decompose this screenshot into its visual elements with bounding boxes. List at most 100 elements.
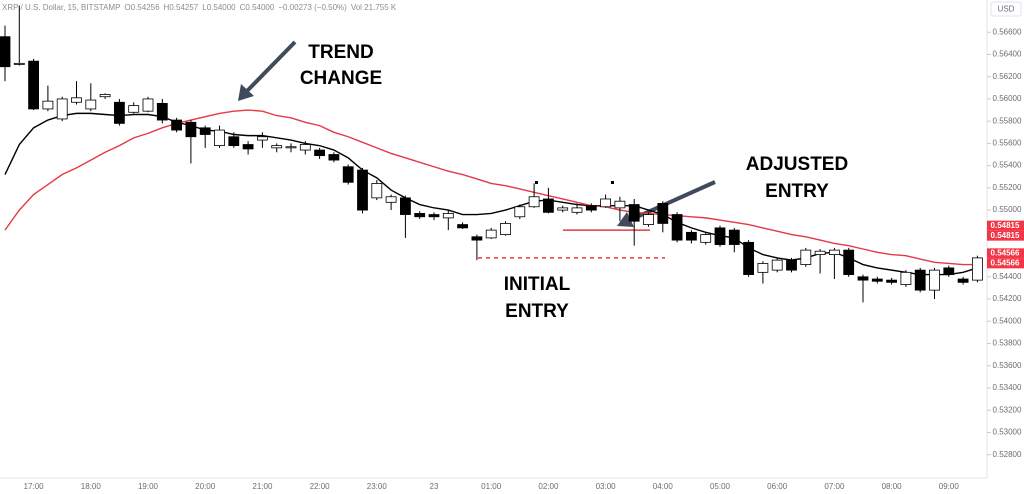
trend-change-note: TREND CHANGE xyxy=(238,40,382,101)
candle-body xyxy=(99,94,111,98)
note-text: TREND xyxy=(308,42,373,63)
y-tick-label: 0.56000 xyxy=(993,94,1022,103)
candle-body xyxy=(371,183,383,199)
candle-body xyxy=(228,136,240,147)
note-text: INITIAL xyxy=(504,274,571,295)
candle-body xyxy=(56,98,68,120)
adjusted-entry-note: ADJUSTED ENTRY xyxy=(617,154,848,227)
x-tick-label: 17:00 xyxy=(24,482,45,491)
candle-body xyxy=(543,198,554,213)
price-label: 0.54815 xyxy=(991,221,1020,230)
candle-body xyxy=(385,196,397,203)
candle-body xyxy=(171,119,183,131)
price-label-box xyxy=(987,258,1024,269)
candle-body xyxy=(199,127,211,135)
candle-body xyxy=(786,259,797,271)
price-label: 0.54566 xyxy=(991,258,1020,267)
candle-body xyxy=(714,227,726,245)
x-tick-label: 02:00 xyxy=(538,482,559,491)
x-tick-label: 05:00 xyxy=(710,482,731,491)
y-tick-label: 0.56200 xyxy=(993,72,1022,81)
candle-body xyxy=(800,249,812,265)
candle-body xyxy=(571,207,583,213)
note-text: CHANGE xyxy=(300,68,382,89)
y-tick-label: 0.53000 xyxy=(993,428,1022,437)
header-item: H0.54257 xyxy=(163,3,199,12)
candle-body xyxy=(957,278,969,283)
candle-body xyxy=(643,214,654,225)
candle-body xyxy=(485,229,497,239)
x-tick-label: 23 xyxy=(430,482,439,491)
candle-body xyxy=(686,231,697,241)
price-label: 0.54815 xyxy=(991,231,1020,240)
candle-body xyxy=(628,204,640,222)
candle-body xyxy=(514,206,526,218)
y-tick-label: 0.54400 xyxy=(993,272,1022,281)
candle-body xyxy=(757,263,769,273)
y-tick-label: 0.55200 xyxy=(993,183,1022,192)
arrow-head xyxy=(617,212,634,227)
candle-body xyxy=(900,271,912,285)
arrow-head xyxy=(238,84,254,101)
y-tick-label: 0.52800 xyxy=(993,450,1022,459)
y-tick-label: 0.56600 xyxy=(993,27,1022,36)
candle-body xyxy=(442,213,454,219)
candle-body xyxy=(771,259,783,271)
header-item: XRP / U.S. Dollar, 15, BITSTAMP xyxy=(2,3,121,12)
candle-body xyxy=(114,101,125,124)
candle-body xyxy=(528,196,540,208)
candle-body xyxy=(28,60,40,110)
candle-body xyxy=(471,236,483,241)
y-tick-label: 0.55400 xyxy=(993,161,1022,170)
x-tick-label: 18:00 xyxy=(81,482,102,491)
candle-body xyxy=(299,144,311,151)
y-tick-label: 0.55800 xyxy=(993,116,1022,125)
candle-body xyxy=(972,257,983,281)
y-tick-label: 0.54000 xyxy=(993,316,1022,325)
header-item: Vol 21.755 K xyxy=(350,3,397,12)
candle-body xyxy=(256,136,268,141)
x-tick-label: 03:00 xyxy=(596,482,617,491)
candle-body xyxy=(743,241,754,275)
price-label-box xyxy=(987,248,1024,259)
candle-body xyxy=(843,249,855,275)
y-tick-label: 0.53800 xyxy=(993,339,1022,348)
arrow xyxy=(245,40,297,93)
x-tick-label: 01:00 xyxy=(481,482,502,491)
currency: USD xyxy=(998,5,1015,14)
x-tick-label: 09:00 xyxy=(939,482,960,491)
candle-body xyxy=(886,279,897,283)
candle-body xyxy=(13,62,25,65)
candle-body xyxy=(142,98,154,112)
note-text: ENTRY xyxy=(505,301,569,322)
y-tick-label: 0.54200 xyxy=(993,294,1022,303)
candle-body xyxy=(242,144,254,150)
candle-body xyxy=(671,214,683,241)
currency-box xyxy=(990,1,1022,17)
candle-body xyxy=(185,121,197,138)
candle-body xyxy=(657,203,669,224)
note-text: ENTRY xyxy=(765,181,829,202)
header-item: O0.54256 xyxy=(124,3,160,12)
candle-body xyxy=(214,129,225,147)
signal-dot xyxy=(535,181,538,184)
price-label-box xyxy=(987,220,1024,231)
symbol-header: XRP / U.S. Dollar, 15, BITSTAMP O0.54256 H… xyxy=(2,3,400,12)
candle-body xyxy=(399,197,411,215)
candle-body xyxy=(814,250,826,255)
candle-body xyxy=(829,249,840,255)
candle-body xyxy=(871,278,883,282)
candle-body xyxy=(42,100,54,110)
candle-body xyxy=(700,234,712,243)
candle-body xyxy=(314,149,326,157)
y-tick-label: 0.56400 xyxy=(993,50,1022,59)
y-tick-label: 0.53600 xyxy=(993,361,1022,370)
candle-body xyxy=(614,200,626,209)
x-tick-label: 19:00 xyxy=(138,482,159,491)
price-label: 0.54566 xyxy=(991,248,1020,257)
header-item: C0.54000 xyxy=(239,3,275,12)
candle-body xyxy=(600,198,611,208)
candle-body xyxy=(71,97,82,103)
x-tick-label: 21:00 xyxy=(252,482,273,491)
